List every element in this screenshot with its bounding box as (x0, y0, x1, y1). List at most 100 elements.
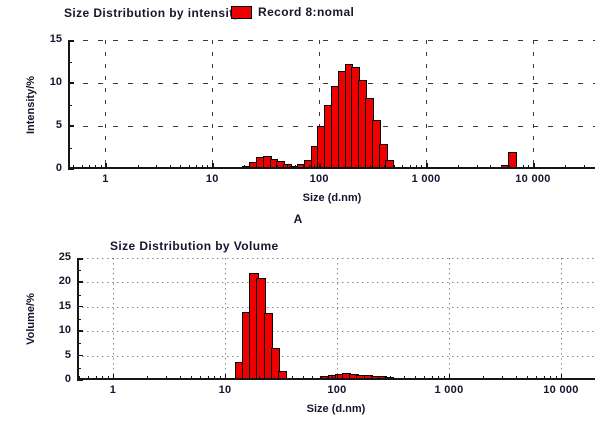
y-minor-tick (77, 294, 81, 296)
x-tick (426, 163, 428, 169)
x-minor-tick (404, 376, 406, 380)
y-tick (77, 258, 83, 260)
x-tick (224, 374, 227, 380)
x-minor-tick (312, 376, 314, 380)
h-gridline (77, 258, 595, 259)
v-gridline (533, 40, 534, 169)
x-minor-tick (276, 165, 278, 169)
x-minor-tick (390, 376, 392, 380)
x-minor-tick (516, 376, 518, 380)
y-minor-tick (77, 367, 81, 369)
legend: Record 8:nomal (231, 5, 354, 19)
intensity-chart-title: Size Distribution by intensity (64, 6, 241, 20)
x-minor-tick (258, 376, 260, 380)
histogram-bar (378, 144, 388, 169)
x-minor-tick (169, 165, 171, 169)
x-tick (533, 163, 535, 169)
x-tick (448, 374, 451, 380)
x-minor-tick (79, 376, 81, 380)
x-minor-tick (303, 376, 305, 380)
v-gridline (426, 40, 428, 169)
x-tick-label: 10 000 (543, 384, 579, 396)
x-minor-tick (180, 165, 182, 169)
x-minor-tick (166, 376, 168, 380)
v-gridline (224, 258, 226, 380)
x-tick (112, 374, 115, 380)
y-tick-label: 25 (58, 251, 71, 263)
x-minor-tick (102, 376, 104, 380)
y-tick-label: 10 (49, 76, 62, 88)
x-tick-label: 1 000 (434, 384, 464, 396)
x-tick-label: 1 (109, 384, 117, 396)
histogram-bar (277, 370, 288, 380)
v-gridline (105, 40, 107, 169)
x-axis-line (77, 378, 595, 380)
y-minor-tick (77, 319, 81, 320)
x-tick-label: 1 000 (411, 173, 441, 185)
y-tick (77, 281, 83, 283)
x-minor-tick (555, 376, 557, 380)
x-minor-tick (536, 376, 538, 380)
x-minor-tick (502, 376, 504, 380)
x-minor-tick (431, 376, 433, 380)
y-tick (68, 40, 74, 42)
x-tick (105, 163, 107, 169)
x-minor-tick (415, 165, 417, 169)
histogram-bar (270, 348, 281, 380)
x-minor-tick (200, 376, 202, 380)
x-minor-tick (81, 165, 83, 169)
y-tick-label: 15 (58, 299, 71, 312)
y-minor-tick (68, 147, 72, 149)
y-tick-label: 15 (49, 33, 62, 45)
panel-a-label: A (293, 212, 303, 226)
x-minor-tick (137, 165, 139, 169)
x-minor-tick (490, 165, 492, 169)
x-minor-tick (509, 165, 511, 169)
x-tick-label: 10 (218, 384, 232, 396)
legend-label: Record 8:nomal (258, 5, 355, 19)
x-minor-tick (292, 376, 294, 380)
x-minor-tick (244, 165, 246, 169)
x-minor-tick (550, 376, 552, 380)
y-tick-label: 0 (55, 162, 62, 174)
y-tick-label: 10 (58, 324, 71, 337)
x-minor-tick (219, 376, 221, 380)
volume-x-axis-label: Size (d.nm) (306, 403, 366, 415)
x-minor-tick (214, 376, 216, 380)
x-tick-label: 10 (205, 173, 219, 185)
x-minor-tick (528, 165, 530, 169)
x-minor-tick (207, 165, 209, 169)
volume-chart-title: Size Distribution by Volume (110, 239, 279, 253)
x-minor-tick (438, 376, 440, 380)
x-minor-tick (95, 376, 97, 380)
x-minor-tick (278, 376, 280, 380)
x-minor-tick (180, 376, 182, 380)
x-minor-tick (527, 376, 529, 380)
x-tick (319, 163, 321, 169)
x-minor-tick (287, 165, 289, 169)
x-minor-tick (156, 165, 158, 169)
x-minor-tick (88, 165, 90, 169)
x-minor-tick (565, 165, 567, 169)
x-minor-tick (201, 165, 203, 169)
y-minor-tick (77, 343, 81, 345)
x-tick (212, 163, 214, 169)
volume-plot-area: 0 5 10 15 20 25 1 10 100 1 000 10 000 (59, 251, 595, 396)
x-minor-tick (421, 165, 423, 169)
v-gridline (448, 258, 450, 380)
x-tick-label: 10 000 (515, 173, 551, 185)
x-minor-tick (263, 165, 265, 169)
y-tick-label: 20 (58, 275, 71, 288)
v-gridline (112, 258, 114, 380)
intensity-plot-area: 0 5 10 15 1 10 100 1 000 10 000 (50, 33, 595, 185)
x-minor-tick (100, 165, 102, 169)
x-minor-tick (146, 376, 148, 380)
x-minor-tick (443, 376, 445, 380)
v-gridline (336, 258, 338, 380)
y-tick (68, 82, 74, 84)
x-minor-tick (302, 165, 304, 169)
x-minor-tick (295, 165, 297, 169)
y-tick (77, 305, 83, 308)
x-minor-tick (107, 376, 109, 380)
